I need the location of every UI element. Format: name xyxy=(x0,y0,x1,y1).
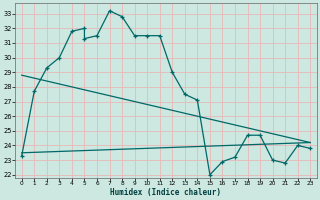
X-axis label: Humidex (Indice chaleur): Humidex (Indice chaleur) xyxy=(110,188,221,197)
